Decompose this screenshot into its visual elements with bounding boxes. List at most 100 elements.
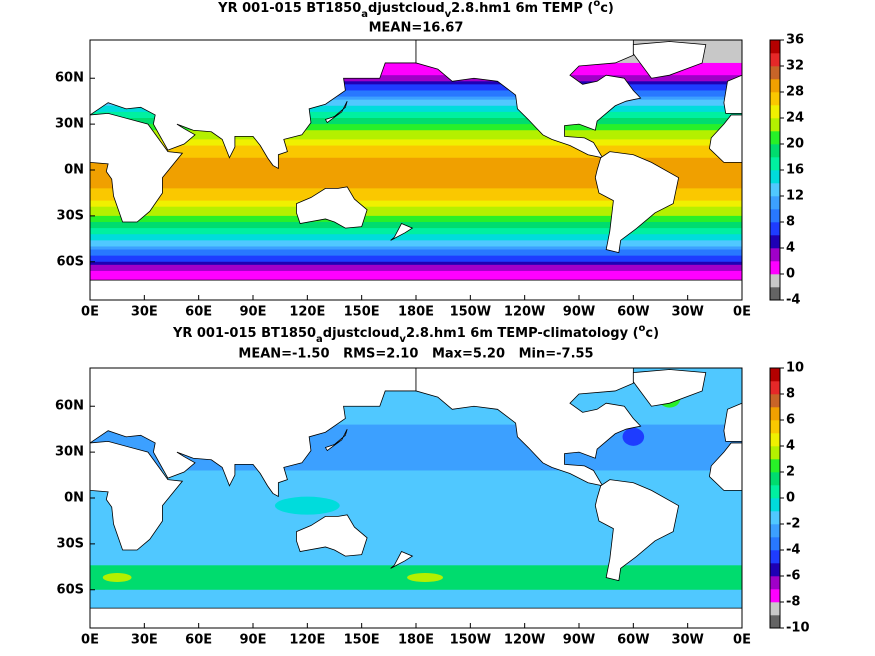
ocean-band xyxy=(90,121,742,125)
ocean-band xyxy=(90,427,742,432)
land xyxy=(415,368,642,487)
land xyxy=(390,551,414,569)
ocean-band xyxy=(90,470,742,475)
colorbar-label: 6 xyxy=(786,413,795,428)
ocean-band xyxy=(90,243,742,247)
ocean-band xyxy=(90,397,742,401)
land xyxy=(90,368,417,498)
ocean-band xyxy=(90,118,742,122)
ocean-band xyxy=(90,35,742,39)
x-tick-label: 180E xyxy=(398,633,434,648)
ocean-band xyxy=(90,206,742,211)
ocean-band xyxy=(90,166,742,171)
ocean-band xyxy=(90,433,742,438)
ocean-band xyxy=(90,592,742,597)
x-tick-label: 0E xyxy=(81,305,99,320)
ocean-band xyxy=(90,605,742,609)
ocean-band xyxy=(90,157,742,162)
ocean-band xyxy=(90,418,742,423)
colorbar-segment xyxy=(770,459,780,473)
ocean-band xyxy=(90,390,742,395)
colorbar-label: 10 xyxy=(786,361,804,376)
ocean-band xyxy=(90,191,742,195)
ocean-band xyxy=(90,203,742,208)
title-part: a xyxy=(361,9,368,20)
land xyxy=(415,40,642,159)
ocean-band xyxy=(90,139,742,143)
colorbar-segment xyxy=(770,407,780,421)
title-part: a xyxy=(316,334,323,345)
ocean-band xyxy=(90,222,742,226)
title-part: v xyxy=(445,9,452,20)
ocean-band xyxy=(90,274,742,278)
colorbar-label: 0 xyxy=(786,267,795,282)
colorbar-segment xyxy=(770,420,780,434)
ocean-band xyxy=(90,534,742,539)
ocean-band xyxy=(90,461,742,465)
ocean-band xyxy=(90,409,742,413)
land xyxy=(90,113,184,223)
colorbar-label: 8 xyxy=(786,387,795,402)
colorbar-label: 12 xyxy=(786,189,804,204)
ocean-band xyxy=(90,473,742,478)
ocean-band xyxy=(90,93,742,98)
ocean-band xyxy=(90,595,742,600)
colorbar-segment xyxy=(770,40,780,54)
ocean-band xyxy=(90,108,742,113)
ocean-band xyxy=(90,179,742,183)
ocean-band xyxy=(90,537,742,542)
colorbar-segment xyxy=(770,131,780,145)
ocean-band xyxy=(90,436,742,441)
ocean-band xyxy=(90,81,742,85)
x-tick-label: 90W xyxy=(563,305,595,320)
colorbar-label: 16 xyxy=(786,163,804,178)
x-tick-label: 150W xyxy=(450,633,491,648)
ocean-band xyxy=(90,363,742,367)
ocean-band xyxy=(90,519,742,523)
title-part: 2.8.hm1 6m TEMP-climatology ( xyxy=(406,326,639,341)
ocean-band xyxy=(90,66,742,70)
ocean-band xyxy=(90,215,742,220)
colorbar-segment xyxy=(770,118,780,132)
ocean-band xyxy=(90,163,742,168)
x-tick-label: 60E xyxy=(185,305,212,320)
colorbar-segment xyxy=(770,183,780,197)
ocean-band xyxy=(90,142,742,147)
ocean-band xyxy=(90,148,742,153)
panel-title: YR 001-015 BT1850adjustcloudv2.8.hm1 6m … xyxy=(217,0,614,20)
ocean-band xyxy=(90,200,742,205)
ocean-band xyxy=(90,160,742,165)
x-tick-label: 120E xyxy=(289,305,325,320)
colorbar-segment xyxy=(770,589,780,603)
x-tick-label: 30E xyxy=(131,633,158,648)
ocean-band xyxy=(90,498,742,502)
ocean-band xyxy=(90,516,742,520)
ocean-band xyxy=(90,75,742,79)
ocean-band xyxy=(90,154,742,159)
ocean-band xyxy=(90,504,742,508)
colorbar-segment xyxy=(770,66,780,80)
ocean-band xyxy=(90,130,742,134)
ocean-band xyxy=(90,225,742,229)
map-panel: YR 001-015 BT1850adjustcloudv2.8.hm1 6m … xyxy=(55,323,809,648)
ocean-band xyxy=(90,252,742,257)
colorbar-label: 36 xyxy=(786,33,804,48)
ocean-band xyxy=(90,494,742,499)
x-tick-label: 30W xyxy=(671,633,703,648)
y-tick-label: 30N xyxy=(55,445,84,460)
colorbar-label: -10 xyxy=(786,621,810,636)
ocean-band xyxy=(90,258,742,263)
colorbar-segment xyxy=(770,563,780,577)
colorbar-label: 28 xyxy=(786,85,804,100)
ocean-field xyxy=(90,363,742,628)
ocean-band xyxy=(90,240,742,244)
anomaly-patch xyxy=(102,573,132,583)
x-tick-label: 0E xyxy=(81,633,99,648)
colorbar-segment xyxy=(770,79,780,93)
colorbar-label: -4 xyxy=(786,543,800,558)
colorbar-segment xyxy=(770,196,780,210)
ocean-band xyxy=(90,176,742,180)
colorbar-segment xyxy=(770,209,780,223)
ocean-band xyxy=(90,525,742,530)
colorbar-segment xyxy=(770,615,780,629)
